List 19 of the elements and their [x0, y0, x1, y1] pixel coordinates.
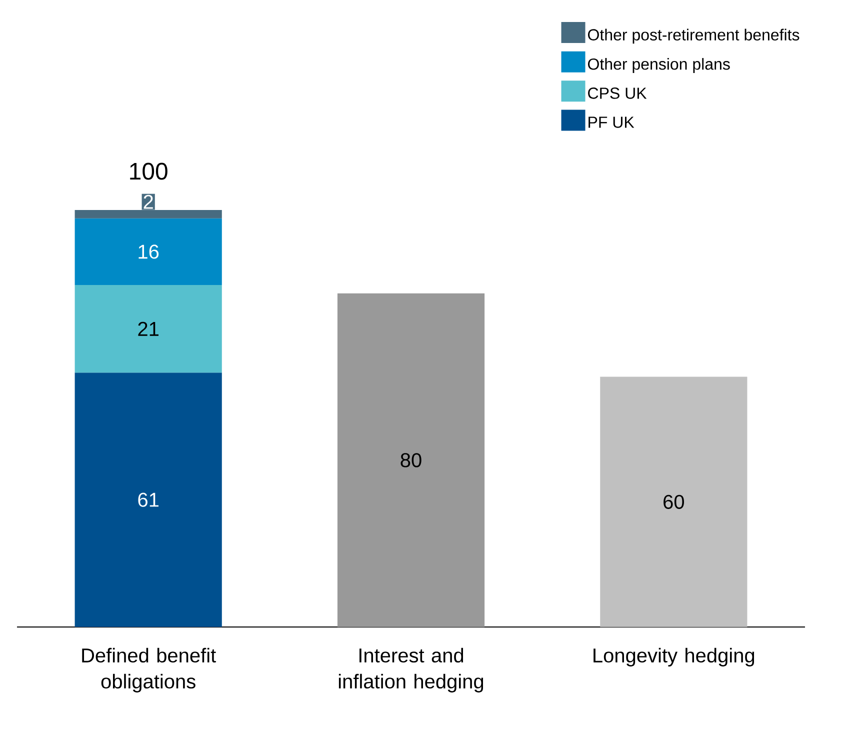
x-tick-label: Interest and inflation hedging [338, 648, 484, 692]
bar [74, 372, 222, 627]
data-label: 21 [138, 322, 158, 336]
data-label: 60 [664, 494, 684, 509]
x-tick-label: Defined benefit obligations [82, 648, 216, 692]
bar [600, 376, 748, 627]
x-tick-label: Longevity hedging [594, 648, 754, 666]
total-label: 100 [130, 162, 168, 180]
legend-label: Other post-retirement benefits [588, 28, 800, 44]
legend-label: PF UK [588, 116, 634, 128]
bar [74, 285, 222, 373]
data-label: 80 [400, 453, 422, 468]
bar [74, 218, 222, 286]
bar [337, 293, 485, 627]
legend-label: CPS UK [588, 88, 647, 99]
data-label: 61 [138, 492, 158, 507]
legend-label: Other pension plans [588, 58, 730, 73]
data-label: 16 [138, 244, 159, 259]
data-label: 2 [144, 194, 153, 209]
